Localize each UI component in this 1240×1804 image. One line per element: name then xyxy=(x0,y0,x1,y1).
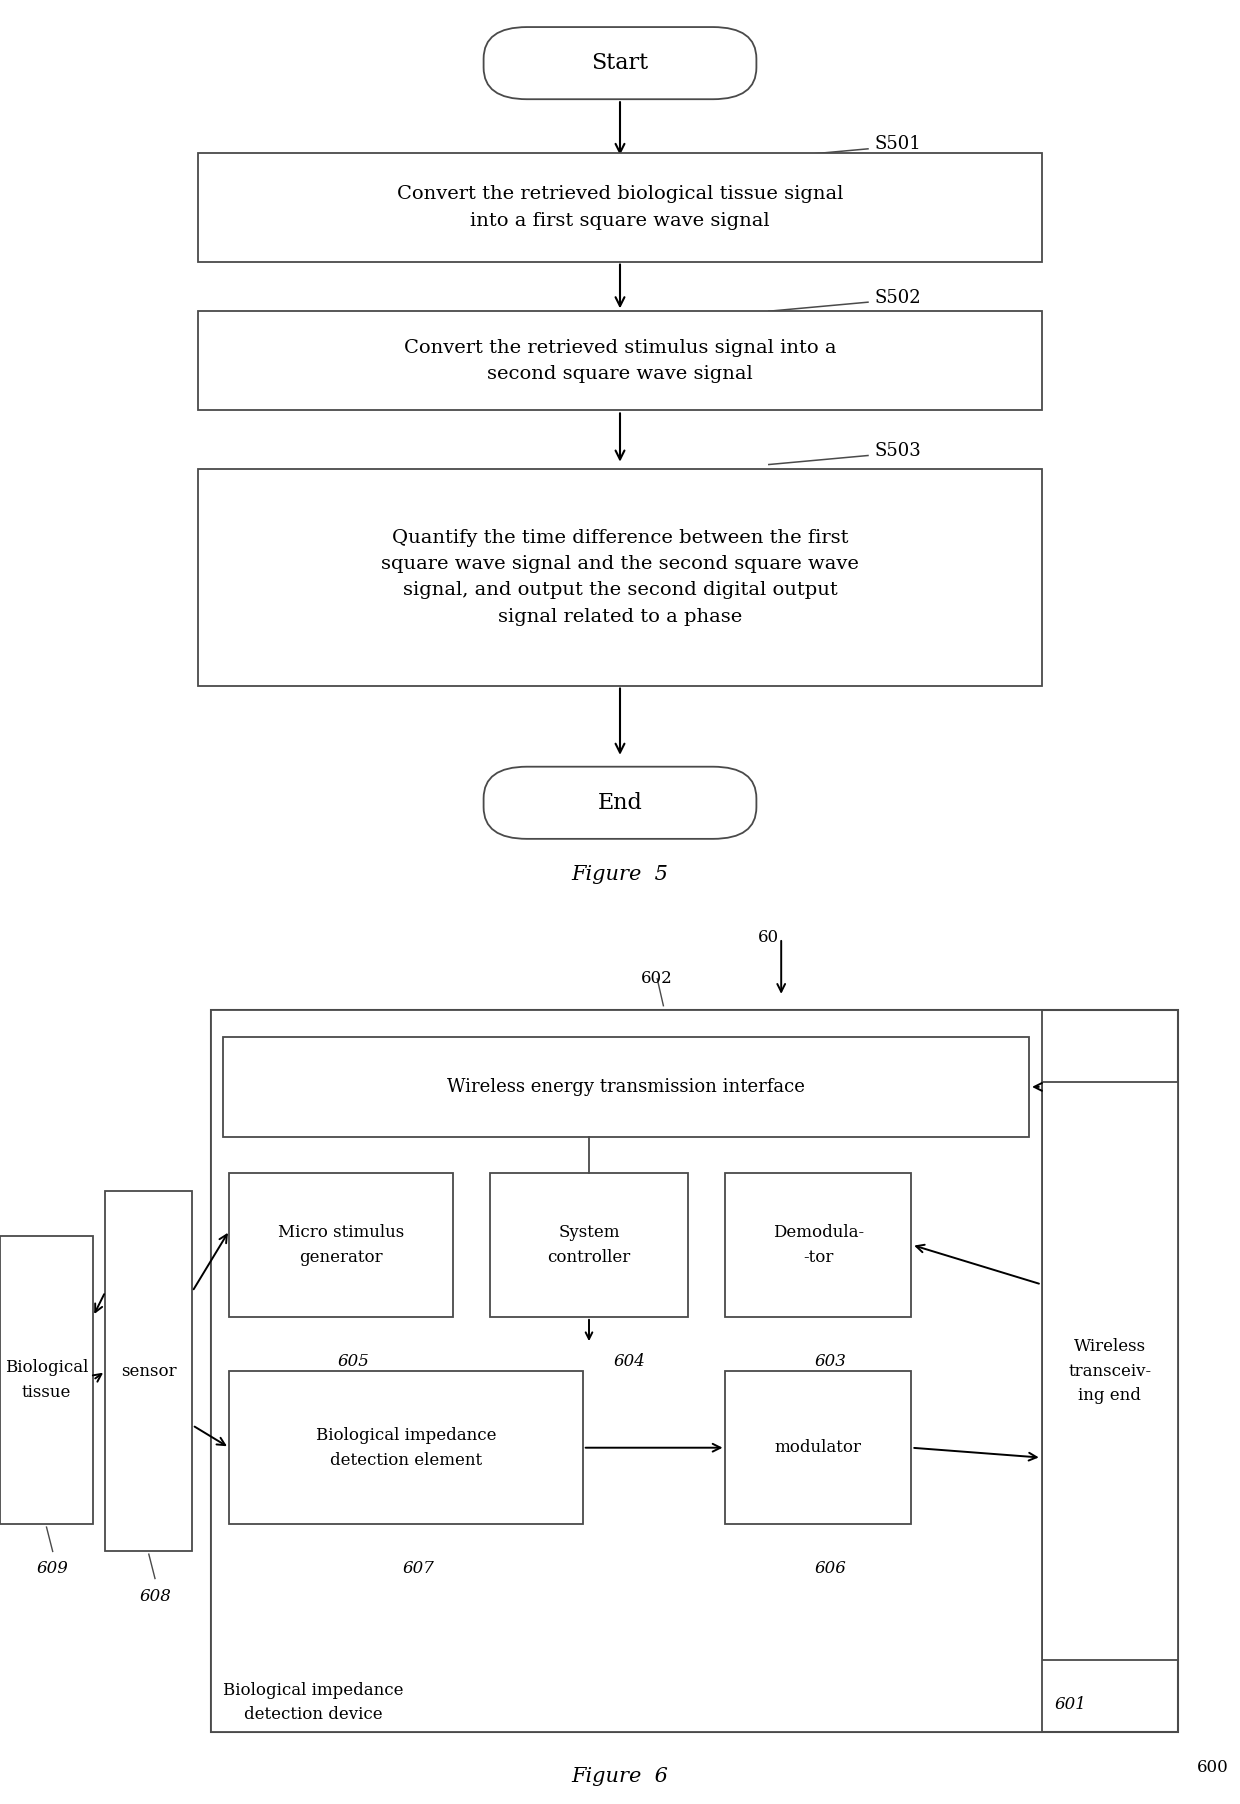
Text: End: End xyxy=(598,792,642,814)
Text: System
controller: System controller xyxy=(547,1223,631,1266)
Text: Wireless energy transmission interface: Wireless energy transmission interface xyxy=(448,1079,805,1095)
FancyBboxPatch shape xyxy=(484,767,756,839)
Text: Micro stimulus
generator: Micro stimulus generator xyxy=(278,1223,404,1266)
Text: 600: 600 xyxy=(1197,1759,1229,1775)
Text: Biological
tissue: Biological tissue xyxy=(5,1358,88,1402)
Bar xyxy=(229,1371,583,1524)
Text: 602: 602 xyxy=(641,971,673,987)
Bar xyxy=(223,1037,1029,1137)
Text: 608: 608 xyxy=(139,1588,171,1604)
Bar xyxy=(211,1010,1178,1732)
Bar xyxy=(0,1236,93,1524)
Bar xyxy=(198,469,1042,686)
Bar xyxy=(1042,1082,1178,1660)
Text: Convert the retrieved stimulus signal into a
second square wave signal: Convert the retrieved stimulus signal in… xyxy=(404,339,836,382)
Text: Start: Start xyxy=(591,52,649,74)
Text: sensor: sensor xyxy=(122,1362,176,1380)
Bar xyxy=(211,1010,1042,1732)
Bar xyxy=(490,1173,688,1317)
Text: 60: 60 xyxy=(758,929,780,945)
Text: Wireless
transceiv-
ing end: Wireless transceiv- ing end xyxy=(1068,1339,1152,1404)
Text: Convert the retrieved biological tissue signal
into a first square wave signal: Convert the retrieved biological tissue … xyxy=(397,186,843,229)
Text: 606: 606 xyxy=(815,1560,847,1577)
Text: Figure  6: Figure 6 xyxy=(572,1768,668,1786)
Text: 605: 605 xyxy=(337,1353,370,1369)
Text: 609: 609 xyxy=(37,1560,68,1577)
Text: Biological impedance
detection element: Biological impedance detection element xyxy=(316,1427,496,1468)
Text: 607: 607 xyxy=(403,1560,434,1577)
Text: 601: 601 xyxy=(1054,1696,1086,1712)
FancyBboxPatch shape xyxy=(484,27,756,99)
Text: Quantify the time difference between the first
square wave signal and the second: Quantify the time difference between the… xyxy=(381,529,859,626)
Text: S501: S501 xyxy=(874,135,921,153)
Text: S502: S502 xyxy=(874,289,921,307)
Bar xyxy=(198,153,1042,262)
Text: Demodula-
-tor: Demodula- -tor xyxy=(773,1223,864,1266)
Bar xyxy=(229,1173,453,1317)
Text: Biological impedance
detection device: Biological impedance detection device xyxy=(223,1683,404,1723)
Text: modulator: modulator xyxy=(775,1440,862,1456)
Bar xyxy=(198,310,1042,411)
Text: 603: 603 xyxy=(815,1353,847,1369)
Text: S503: S503 xyxy=(874,442,921,460)
Bar xyxy=(725,1371,911,1524)
Text: 604: 604 xyxy=(614,1353,646,1369)
Text: Figure  5: Figure 5 xyxy=(572,866,668,884)
Bar xyxy=(105,1191,192,1551)
Bar xyxy=(725,1173,911,1317)
